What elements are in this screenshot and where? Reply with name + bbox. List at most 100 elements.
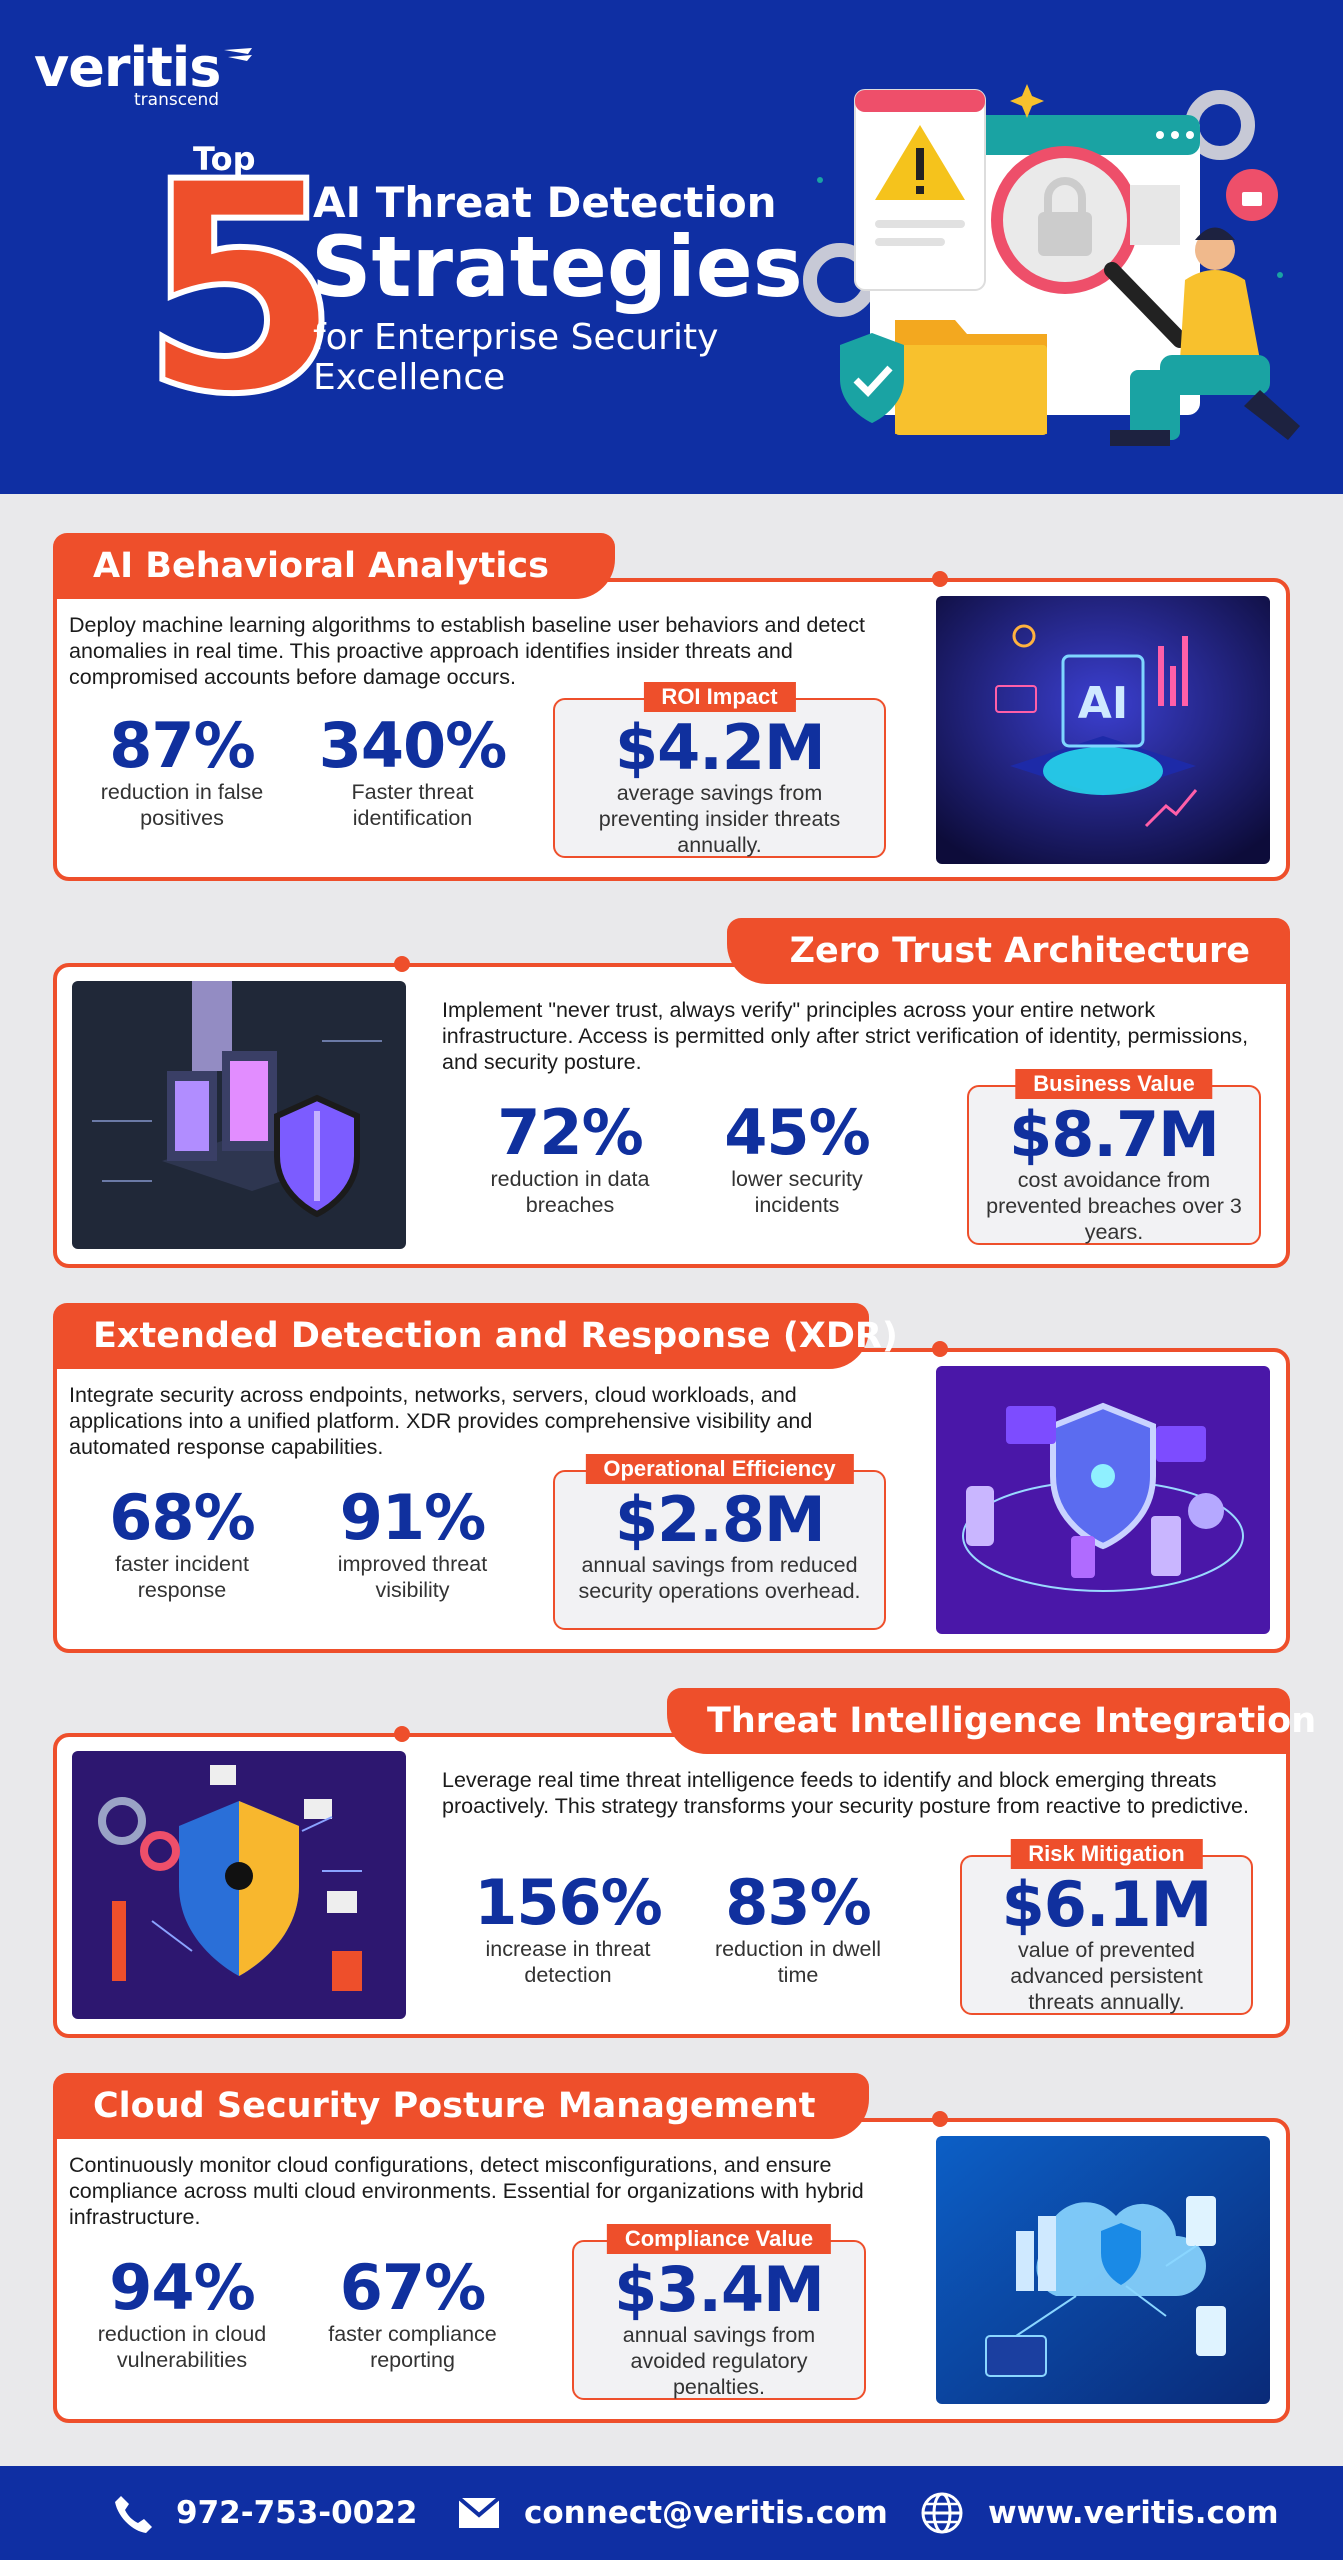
section-description: Deploy machine learning algorithms to es… bbox=[69, 613, 865, 689]
section-ai-behavioral-analytics: AI Behavioral Analytics Deploy machine l… bbox=[0, 533, 1343, 885]
logo-tagline: transcend bbox=[134, 90, 220, 110]
stat-value: 87% bbox=[109, 709, 255, 782]
secure-server-icon bbox=[72, 981, 406, 1249]
ai-chip-icon: AI bbox=[936, 596, 1270, 864]
logo-swoosh-icon bbox=[224, 48, 252, 61]
email-icon bbox=[458, 2497, 500, 2528]
connector-dot bbox=[394, 1726, 410, 1742]
security-illustration-icon bbox=[803, 84, 1300, 446]
section-description: Integrate security across endpoints, net… bbox=[69, 1383, 813, 1459]
section-title: Zero Trust Architecture bbox=[727, 918, 1290, 984]
stat-label: lower security incidents bbox=[731, 1167, 863, 1217]
xdr-network-image bbox=[936, 1366, 1270, 1634]
stat-block: 45% lower security incidents bbox=[697, 1100, 897, 1218]
stat-block: 68% faster incident response bbox=[82, 1485, 282, 1603]
stat-label: reduction in cloud vulnerabilities bbox=[97, 2322, 267, 2372]
stat-value: 94% bbox=[109, 2251, 255, 2324]
stat-label: improved threat visibility bbox=[337, 1552, 488, 1602]
connector-dot bbox=[932, 1341, 948, 1357]
stat-label: faster compliance reporting bbox=[328, 2322, 497, 2372]
stat-block: 83% reduction in dwell time bbox=[698, 1870, 898, 1988]
section-cloud-security: Cloud Security Posture Management Contin… bbox=[0, 2073, 1343, 2425]
value-box: Compliance Value $3.4M annual savings fr… bbox=[572, 2224, 866, 2400]
footer-phone[interactable]: 972-753-0022 bbox=[112, 2466, 417, 2560]
value-amount: $4.2M bbox=[615, 711, 826, 784]
stat-value: 67% bbox=[339, 2251, 486, 2324]
globe-icon bbox=[921, 2492, 963, 2534]
section-description: Leverage real time threat intelligence f… bbox=[442, 1768, 1249, 1818]
cloud-security-icon bbox=[936, 2136, 1270, 2404]
stat-value: 83% bbox=[725, 1866, 871, 1939]
value-amount: $6.1M bbox=[1001, 1868, 1213, 1941]
section-threat-intelligence: Threat Intelligence Integration Leverage… bbox=[0, 1688, 1343, 2040]
phone-number: 972-753-0022 bbox=[176, 2495, 418, 2531]
section-title: Extended Detection and Response (XDR) bbox=[53, 1303, 898, 1369]
stat-block: 94% reduction in cloud vulnerabilities bbox=[82, 2255, 282, 2373]
cloud-security-image bbox=[936, 2136, 1270, 2404]
stat-value: 156% bbox=[474, 1866, 663, 1939]
value-badge: Risk Mitigation bbox=[1010, 1839, 1203, 1869]
secure-server-image bbox=[72, 981, 406, 1249]
svg-text:AI: AI bbox=[1078, 678, 1128, 729]
email-address: connect@veritis.com bbox=[524, 2495, 888, 2531]
value-label: cost avoidance from prevented breaches o… bbox=[986, 1168, 1242, 1244]
threat-intel-icon bbox=[72, 1751, 406, 2019]
stat-value: 72% bbox=[497, 1096, 643, 1169]
stat-label: reduction in dwell time bbox=[714, 1937, 882, 1987]
xdr-network-icon bbox=[936, 1366, 1270, 1634]
website-url: www.veritis.com bbox=[988, 2495, 1279, 2531]
section-description: Continuously monitor cloud configuration… bbox=[69, 2153, 864, 2229]
value-box: Risk Mitigation $6.1M value of prevented… bbox=[960, 1839, 1253, 2015]
connector-dot bbox=[932, 2111, 948, 2127]
value-box: Operational Efficiency $2.8M annual savi… bbox=[553, 1454, 886, 1630]
connector-dot bbox=[394, 956, 410, 972]
threat-intel-image bbox=[72, 1751, 406, 2019]
value-amount: $8.7M bbox=[1009, 1098, 1220, 1171]
veritis-logo[interactable]: veritis transcend bbox=[34, 36, 252, 110]
value-label: value of prevented advanced persistent t… bbox=[1010, 1938, 1203, 2014]
stat-value: 45% bbox=[724, 1096, 870, 1169]
stat-block: 156% increase in threat detection bbox=[468, 1870, 668, 1988]
section-description: Implement "never trust, always verify" p… bbox=[442, 998, 1249, 1074]
top-label: Top bbox=[193, 140, 256, 178]
stat-label: Faster threat identification bbox=[351, 780, 474, 830]
stat-value: 340% bbox=[318, 709, 508, 782]
logo-wordmark: veritis bbox=[34, 36, 221, 99]
stat-label: increase in threat detection bbox=[485, 1937, 651, 1987]
stat-label: reduction in data breaches bbox=[490, 1167, 650, 1217]
title-line-3: for Enterprise Security Excellence bbox=[313, 317, 719, 398]
value-box: Business Value $8.7M cost avoidance from… bbox=[967, 1069, 1261, 1245]
stat-block: 340% Faster threat identification bbox=[300, 713, 525, 831]
footer-email[interactable]: connect@veritis.com bbox=[458, 2466, 888, 2560]
title-line-1: AI Threat Detection bbox=[313, 178, 777, 227]
value-badge: Business Value bbox=[1015, 1069, 1213, 1099]
value-badge: ROI Impact bbox=[643, 682, 796, 712]
stat-label: reduction in false positives bbox=[100, 780, 264, 830]
section-title: Cloud Security Posture Management bbox=[53, 2073, 869, 2139]
section-title: AI Behavioral Analytics bbox=[53, 533, 615, 599]
big-number-five: 5 bbox=[137, 121, 345, 458]
header-banner: veritis transcend Top 5 AI Threat Detect… bbox=[0, 0, 1343, 494]
value-amount: $3.4M bbox=[614, 2253, 825, 2326]
value-label: average savings from preventing insider … bbox=[598, 781, 841, 857]
section-xdr: Extended Detection and Response (XDR) In… bbox=[0, 1303, 1343, 1655]
phone-icon bbox=[115, 2496, 152, 2533]
value-box: ROI Impact $4.2M average savings from pr… bbox=[553, 682, 886, 858]
ai-chip-image: AI bbox=[936, 596, 1270, 864]
value-amount: $2.8M bbox=[615, 1483, 826, 1556]
stat-block: 91% improved threat visibility bbox=[310, 1485, 515, 1603]
section-zero-trust: Zero Trust Architecture Implement "never… bbox=[0, 918, 1343, 1270]
section-title: Threat Intelligence Integration bbox=[667, 1688, 1316, 1754]
stat-block: 87% reduction in false positives bbox=[82, 713, 282, 831]
title-line-2: Strategies bbox=[311, 218, 803, 316]
footer-bar: 972-753-0022 connect@veritis.com www.ver… bbox=[0, 2466, 1343, 2560]
value-badge: Operational Efficiency bbox=[585, 1454, 854, 1484]
footer-website[interactable]: www.veritis.com bbox=[920, 2466, 1279, 2560]
value-badge: Compliance Value bbox=[606, 2224, 832, 2254]
stat-value: 91% bbox=[339, 1481, 486, 1554]
value-label: annual savings from reduced security ope… bbox=[578, 1553, 861, 1603]
stat-value: 68% bbox=[109, 1481, 255, 1554]
value-label: annual savings from avoided regulatory p… bbox=[622, 2323, 816, 2399]
connector-dot bbox=[932, 571, 948, 587]
stat-block: 72% reduction in data breaches bbox=[470, 1100, 670, 1218]
